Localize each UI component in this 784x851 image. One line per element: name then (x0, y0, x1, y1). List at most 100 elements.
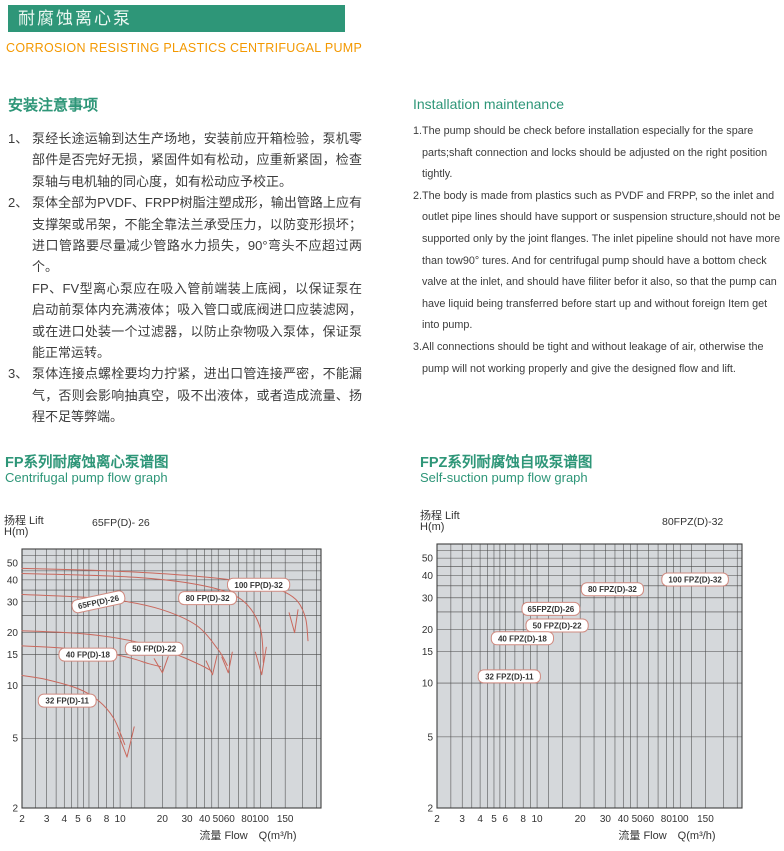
y-tick-label: 50 (7, 558, 19, 569)
x-tick-label: 80 (241, 814, 253, 825)
x-tick-label: 4 (61, 814, 67, 825)
x-tick-label: 50 (632, 814, 644, 825)
curve-label-text: 100 FP(D)-32 (234, 581, 283, 590)
curve-label-text: 40 FP(D)-18 (66, 651, 111, 660)
x-tick-label: 3 (459, 814, 465, 825)
y-tick-label: 20 (422, 625, 434, 636)
y-tick-label: 40 (422, 571, 434, 582)
curve-end-hook (221, 651, 233, 674)
fp-lift-unit-label: H(m) (4, 526, 29, 538)
install-en-item: 3.All connections should be tight and wi… (413, 340, 764, 375)
note-number: 3、 (8, 366, 29, 382)
x-tick-label: 40 (199, 814, 211, 825)
x-tick-label: 20 (575, 814, 587, 825)
curve-end-hook (205, 655, 218, 676)
fpz-lift-axis-label: 扬程 Lift (420, 510, 460, 522)
fpz-chart-subtitle-en: Self-suction pump flow graph (420, 470, 588, 485)
y-tick-label: 10 (422, 679, 434, 690)
x-tick-label: 20 (157, 814, 169, 825)
curve-label-text: 65FPZ(D)-26 (528, 605, 575, 614)
y-tick-label: 20 (7, 628, 19, 639)
x-tick-label: 40 (618, 814, 630, 825)
pump-curve (21, 645, 162, 668)
curve-label: 80 FPZ(D)-32 (580, 582, 644, 597)
x-tick-label: 50 (213, 814, 225, 825)
y-tick-label: 40 (7, 575, 19, 586)
install-note-item: 2、 泵体全部为PVDF、FRPP树脂注塑成形，输出管路上应有支撑架或吊架，不能全… (8, 192, 362, 278)
y-tick-label: 2 (12, 804, 18, 815)
page-title-zh: 耐腐蚀离心泵 (18, 9, 132, 28)
curve-label-text: 80 FPZ(D)-32 (588, 585, 637, 594)
fp-chart-title-zh: FP系列耐腐蚀离心泵谱图 (5, 455, 169, 471)
fpz-flow-chart: 100 FPZ(D)-32 80 FPZ(D)-32 65FPZ(D)-26 50 F… (422, 543, 743, 842)
note-number: 2、 (8, 195, 29, 211)
x-tick-label: 100 (252, 814, 269, 825)
note-number: 1、 (8, 131, 29, 146)
install-note-item: 1、 泵经长途运输到达生产场地，安装前应开箱检验，泵机零部件是否完好无损，紧固件如… (8, 128, 362, 192)
y-tick-label: 15 (422, 647, 434, 658)
y-tick-label: 50 (422, 554, 434, 565)
curve-end-hook (117, 726, 135, 758)
page-header-bar: 耐腐蚀离心泵 (8, 5, 345, 32)
x-tick-label: 60 (224, 814, 236, 825)
x-tick-label: 3 (44, 814, 50, 825)
page-subtitle-en: CORROSION RESISTING PLASTICS CENTRIFUGAL… (6, 41, 363, 55)
curve-label-text: 80 FP(D)-32 (186, 594, 231, 603)
y-tick-label: 5 (12, 734, 18, 745)
install-en-item: 1.The pump should be check before instal… (413, 125, 768, 181)
plot-border (436, 543, 743, 809)
install-note-item: 3、 泵体连接点螺栓要均力拧紧，进出口管连接严密，不能漏气，否则会影响抽真空，吸不… (8, 363, 362, 427)
x-tick-label: 150 (277, 814, 294, 825)
x-tick-label: 60 (643, 814, 655, 825)
x-tick-label: 8 (104, 814, 110, 825)
note-text: 泵经长途运输到达生产场地，安装前应开箱检验，泵机零部件是否完好无损，紧固件如有松… (32, 131, 362, 189)
curve-label-text: 32 FP(D)-11 (45, 697, 89, 706)
x-tick-label: 5 (75, 814, 81, 825)
note-text: 泵体全部为PVDF、FRPP树脂注塑成形，输出管路上应有支撑架或吊架，不能全靠法… (32, 195, 362, 275)
install-notes-zh-section: 安装注意事项 1、 泵经长途运输到达生产场地，安装前应开箱检验，泵机零部件是否完好… (8, 94, 362, 428)
note-number (8, 278, 32, 364)
x-tick-label: 4 (477, 814, 483, 825)
y-tick-label: 15 (7, 650, 19, 661)
y-tick-label: 30 (422, 593, 434, 604)
curve-label: 100 FPZ(D)-32 (661, 572, 729, 587)
x-tick-label: 10 (532, 814, 544, 825)
curve-label-text: 50 FP(D)-22 (132, 645, 177, 654)
x-tick-label: 2 (19, 814, 25, 825)
curve-end-hook (288, 609, 299, 634)
curve-label: 65FPZ(D)-26 (521, 601, 581, 616)
fp-chart-subtitle-en: Centrifugal pump flow graph (5, 470, 168, 485)
plot-border (21, 548, 322, 809)
install-maintenance-en-heading: Installation maintenance (413, 96, 564, 112)
install-maintenance-en-list: 1.The pump should be check before instal… (413, 121, 783, 380)
x-tick-label: 6 (503, 814, 509, 825)
curve-label: 50 FP(D)-22 (124, 641, 184, 656)
flow-axis-caption: 流量 Flow Q(m³/h) (618, 828, 715, 842)
x-tick-label: 80 (661, 814, 673, 825)
curve-label: 80 FP(D)-32 (178, 591, 238, 606)
note-text: 泵体连接点螺栓要均力拧紧，进出口管连接严密，不能漏气，否则会影响抽真空，吸不出液… (32, 366, 362, 425)
install-en-item: 2.The body is made from plastics such as… (413, 189, 781, 332)
install-notes-zh-heading: 安装注意事项 (8, 97, 99, 114)
install-maintenance-en-section: Installation maintenance 1.The pump shou… (413, 96, 783, 380)
curve-label-text: 40 FPZ(D)-18 (498, 634, 547, 643)
install-note-item: FP、FV型离心泵应在吸入管前端装上底阀，以保证泵在启动前泵体内充满液体；吸入管… (8, 278, 362, 364)
curve-end-hook (153, 656, 169, 674)
y-tick-label: 5 (427, 732, 433, 743)
x-tick-label: 6 (86, 814, 92, 825)
pump-curve (21, 572, 264, 664)
plot-area (22, 549, 321, 808)
fp-lift-axis-label: 扬程 Lift (4, 515, 44, 527)
fpz-chart-title-zh: FPZ系列耐腐蚀自吸泵谱图 (420, 455, 593, 471)
x-tick-label: 30 (182, 814, 194, 825)
curve-label: 50 FPZ(D)-22 (525, 618, 589, 633)
curve-label: 40 FP(D)-18 (58, 647, 118, 662)
curve-end-hook (254, 646, 267, 676)
x-tick-label: 10 (115, 814, 127, 825)
y-tick-label: 2 (427, 804, 433, 815)
x-tick-label: 8 (520, 814, 526, 825)
